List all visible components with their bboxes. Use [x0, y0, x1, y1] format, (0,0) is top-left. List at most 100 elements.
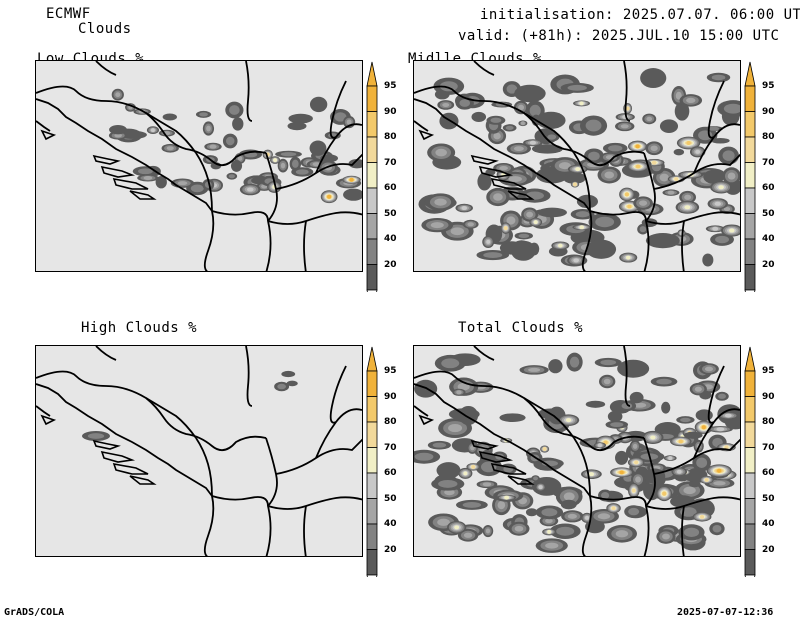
- cloud-contour: [286, 380, 298, 387]
- colorbar-tick-label: 20: [762, 259, 775, 270]
- cloud-contour: [567, 513, 577, 519]
- cloud-contour: [485, 528, 491, 534]
- cloud-contour: [694, 386, 702, 392]
- colorbar-segment: [366, 523, 378, 550]
- colorbar-tick-label: 95: [384, 81, 397, 91]
- cloud-contour: [520, 121, 525, 126]
- map-total-svg: [414, 346, 740, 556]
- cloud-contour: [450, 227, 465, 236]
- cloud-contour: [688, 481, 701, 488]
- country-border: [265, 437, 278, 556]
- cloud-contour: [680, 417, 691, 423]
- cloud-contour: [493, 193, 503, 201]
- cloud-contour: [575, 211, 590, 218]
- island: [418, 414, 435, 426]
- cloud-contour: [610, 422, 624, 428]
- colorbar-tick-label: 40: [762, 234, 775, 244]
- country-border: [267, 496, 362, 510]
- cloud-contour: [587, 162, 600, 168]
- cloud-contour: [674, 101, 690, 121]
- country-border: [245, 61, 253, 122]
- colorbar-bottom-triangle: [366, 574, 378, 577]
- cloud-contour: [547, 134, 557, 140]
- cloud-contour: [288, 113, 313, 124]
- map-middle-svg: [414, 61, 740, 271]
- cloud-contour: [607, 410, 623, 423]
- colorbar-segment: [744, 136, 756, 163]
- cloud-contour: [309, 96, 328, 113]
- cloud-contour: [456, 390, 462, 395]
- cloud-contour: [461, 206, 468, 211]
- colorbar-segment: [744, 421, 756, 448]
- cloud-contour: [683, 486, 696, 495]
- colorbar-tick-label: 60: [762, 183, 775, 193]
- cloud-contour: [565, 418, 572, 423]
- cloud-contour: [508, 176, 522, 182]
- colorbar-tick-label: 80: [384, 417, 397, 427]
- cloud-contour: [287, 121, 307, 131]
- cloud-contour: [615, 450, 629, 465]
- cloud-contour: [295, 169, 309, 175]
- cloud-contour: [444, 489, 455, 496]
- colorbar-tick-label: 50: [384, 208, 397, 219]
- colorbar-tick-label: 40: [384, 234, 397, 244]
- cloud-contour: [585, 119, 602, 132]
- cloud-contour: [621, 402, 633, 410]
- colorbar-tick-label: 70: [384, 442, 397, 453]
- cloud-contour: [625, 106, 630, 111]
- cloud-contour: [505, 125, 514, 130]
- cloud-contour: [538, 485, 543, 490]
- colorbar-tick-label: 40: [762, 519, 775, 529]
- cloud-contour: [346, 119, 352, 125]
- cloud-contour: [150, 128, 155, 133]
- island: [40, 129, 57, 141]
- country-border: [707, 80, 725, 139]
- colorbar-segment: [366, 447, 378, 474]
- cloud-contour: [138, 168, 153, 175]
- country-border: [643, 437, 656, 556]
- cloud-contour: [506, 84, 518, 94]
- island: [507, 475, 535, 485]
- cloud-contour: [712, 226, 719, 231]
- coastline: [36, 405, 51, 417]
- colorbar-segment: [744, 85, 756, 112]
- cloud-contour: [724, 413, 732, 418]
- colorbar-segment: [366, 370, 378, 397]
- country-border: [473, 346, 495, 361]
- cloud-contour: [541, 508, 558, 517]
- cloud-contour: [229, 105, 240, 115]
- cloud-contour: [430, 222, 444, 229]
- country-border: [267, 211, 362, 225]
- island: [507, 190, 535, 200]
- country-border: [623, 61, 631, 122]
- cloud-contour: [628, 507, 640, 516]
- colorbar-tick-label: 40: [384, 519, 397, 529]
- cloud-contour: [504, 495, 510, 500]
- colorbar-tick-label: 50: [762, 493, 775, 504]
- colorbar-tick-label: 90: [762, 106, 775, 117]
- cloud-contour: [499, 166, 508, 171]
- cloud-contour: [199, 112, 208, 117]
- cloud-contour: [432, 442, 447, 448]
- colorbar-tick-label: 90: [384, 391, 397, 402]
- cloud-contour: [545, 518, 553, 524]
- cloud-contour: [514, 525, 524, 532]
- colorbar-segment: [366, 136, 378, 163]
- island: [490, 462, 527, 475]
- cloud-contour: [635, 164, 641, 169]
- colorbar-segment: [744, 396, 756, 423]
- cloud-contour: [114, 133, 122, 138]
- colorbar-tick-label: 90: [762, 391, 775, 402]
- cloud-contour: [87, 433, 105, 439]
- colorbar-tick-label: 60: [762, 468, 775, 478]
- valid-time: valid: (+81h): 2025.JUL.10 15:00 UTC: [458, 28, 780, 44]
- cloud-contour: [273, 158, 278, 163]
- cloud-contour: [640, 68, 667, 89]
- cloud-contour: [683, 431, 703, 439]
- cloud-contour: [348, 158, 362, 169]
- country-border: [195, 152, 215, 271]
- colorbar-tick-label: 80: [384, 132, 397, 142]
- colorbar-tick-label: 95: [762, 366, 775, 376]
- country-border: [211, 495, 269, 507]
- cloud-contour: [600, 491, 610, 499]
